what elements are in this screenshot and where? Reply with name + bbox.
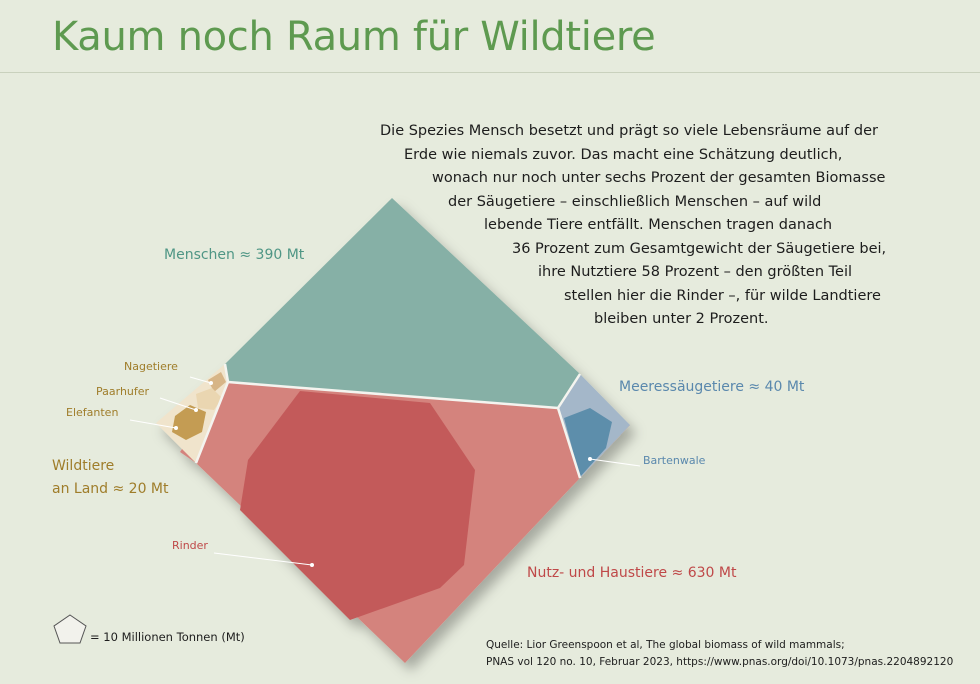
baleen-whales-cell <box>564 408 612 477</box>
source-line: PNAS vol 120 no. 10, Februar 2023, https… <box>486 656 954 668</box>
leader-lines <box>129 376 641 566</box>
leader-dot <box>588 457 592 461</box>
wild-land-label: an Land ≈ 20 Mt <box>52 481 169 497</box>
humans-cell <box>225 198 580 408</box>
intro-line: 36 Prozent zum Gesamtgewicht der Säugeti… <box>512 240 887 257</box>
humans-label: Menschen ≈ 390 Mt <box>164 247 305 263</box>
title-divider <box>0 72 980 73</box>
legend-text: = 10 Millionen Tonnen (Mt) <box>90 630 245 644</box>
cattle-cell <box>240 391 475 620</box>
baleen-whales-label: Bartenwale <box>643 454 706 467</box>
intro-line: lebende Tiere entfällt. Menschen tragen … <box>484 217 833 233</box>
leader-baleen <box>589 458 641 467</box>
cell-borders <box>194 363 582 479</box>
elephants-cell <box>172 405 206 440</box>
wild-land-label: Wildtiere <box>52 458 114 474</box>
intro-text: Die Spezies Mensch besetzt und prägt so … <box>366 120 926 332</box>
leader-dot <box>310 563 314 567</box>
ungulates-label: Paarhufer <box>96 385 150 398</box>
legend-pentagon-icon <box>53 614 87 644</box>
livestock-label: Nutz- und Haustiere ≈ 630 Mt <box>527 565 737 581</box>
elephants-label: Elefanten <box>66 406 118 419</box>
intro-line: Erde wie niemals zuvor. Das macht eine S… <box>404 146 843 163</box>
intro-line: wonach nur noch unter sechs Prozent der … <box>432 170 886 186</box>
rodents-cell <box>208 372 226 392</box>
leader-cattle <box>213 552 313 566</box>
leader-elephants <box>129 419 177 429</box>
biomass-diamond <box>156 198 630 663</box>
leader-ungulates <box>159 397 197 411</box>
marine-mammals-label: Meeressäugetiere ≈ 40 Mt <box>619 379 805 395</box>
intro-line: ihre Nutztiere 58 Prozent – den größten … <box>538 264 853 280</box>
leader-rodents <box>189 376 212 384</box>
leader-dot <box>194 408 198 412</box>
source-note: Quelle: Lior Greenspoon et al, The globa… <box>486 637 953 671</box>
leader-dot <box>174 426 178 430</box>
intro-line: stellen hier die Rinder –, für wilde Lan… <box>564 287 881 304</box>
chart-title: Kaum noch Raum für Wildtiere <box>52 14 656 60</box>
leader-dot <box>209 381 213 385</box>
intro-line: der Säugetiere – einschließlich Menschen… <box>448 193 822 210</box>
cattle-label: Rinder <box>172 539 208 552</box>
rodents-label: Nagetiere <box>124 360 178 373</box>
intro-line: Die Spezies Mensch besetzt und prägt so … <box>380 123 878 139</box>
source-line: Quelle: Lior Greenspoon et al, The globa… <box>486 639 845 651</box>
intro-line: bleiben unter 2 Prozent. <box>594 311 769 327</box>
ungulates-cell <box>196 388 222 410</box>
